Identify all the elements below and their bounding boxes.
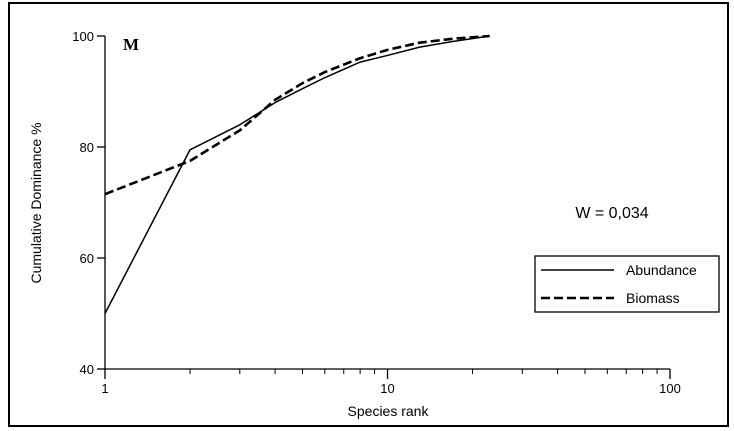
y-tick-label: 80	[80, 140, 94, 155]
y-tick-label: 100	[72, 29, 94, 44]
series-layer	[104, 34, 490, 314]
x-tick-label: 1	[101, 381, 108, 396]
legend: Abundance Biomass	[534, 255, 720, 313]
x-tick-label: 100	[659, 381, 681, 396]
legend-biomass-label: Biomass	[626, 290, 680, 306]
w-statistic-annotation: W = 0,034	[575, 205, 648, 222]
figure-border	[8, 2, 729, 427]
y-axis-label: Cumulative Dominance %	[28, 122, 44, 283]
legend-abundance-label: Abundance	[626, 262, 697, 278]
x-axis-label: Species rank	[348, 403, 430, 419]
x-ticks: 1 10 100	[101, 369, 681, 396]
y-ticks: 40 60 80 100	[72, 29, 105, 377]
y-tick-label: 60	[80, 251, 94, 266]
panel-label: M	[123, 35, 139, 54]
axes	[104, 36, 670, 370]
x-tick-label: 10	[380, 381, 394, 396]
series-abundance-line	[104, 35, 490, 314]
y-tick-label: 40	[80, 362, 94, 377]
legend-box	[534, 255, 720, 313]
series-biomass-line	[104, 34, 490, 196]
